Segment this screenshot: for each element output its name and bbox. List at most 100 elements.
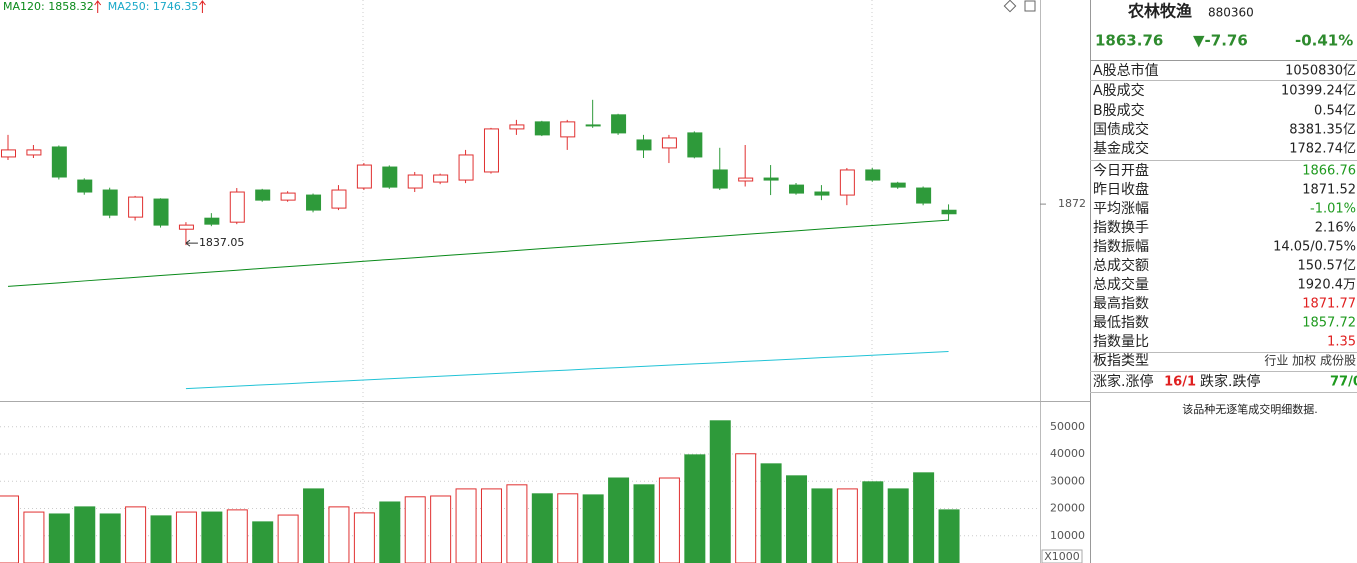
row-label: 指数振幅 [1093, 239, 1149, 255]
candle-body [738, 177, 754, 182]
candle-body [433, 174, 449, 183]
volume-bar [175, 511, 197, 563]
panel-code: 880360 [1208, 6, 1254, 20]
volume-bar [633, 484, 655, 563]
candle-body [763, 177, 779, 181]
row-label: 总成交额 [1093, 257, 1149, 274]
volume-bar [303, 488, 325, 563]
volume-bar [353, 512, 375, 563]
y-tick-label: 10000 [1050, 529, 1085, 542]
row-value: 150.57亿 [1298, 259, 1357, 274]
annotation: 1837.05 [199, 236, 245, 249]
row-value: 1.35 [1327, 335, 1356, 350]
y-tick-label: 30000 [1050, 474, 1085, 487]
volume-bar [786, 475, 808, 563]
icon[interactable] [1024, 0, 1036, 12]
y-tick-label: 20000 [1050, 502, 1085, 515]
row-label: A股总市值 [1093, 62, 1159, 79]
row-value: 1857.72 [1302, 316, 1356, 331]
volume-bar [531, 493, 553, 563]
candle-body [458, 154, 474, 181]
candle-body [839, 169, 855, 196]
candle-body [331, 189, 347, 209]
volume-bar [836, 488, 858, 563]
legend-arrow [199, 0, 206, 13]
row-label: 今日开盘 [1093, 162, 1149, 179]
panel-note: 该品种无逐笔成交明细数据. [1182, 402, 1318, 416]
volume-bar [125, 506, 147, 563]
volume-bar [379, 501, 401, 563]
candle-body [712, 169, 728, 189]
row-label: 指数换手 [1093, 219, 1149, 236]
quote: ▼-7.76 [1193, 32, 1248, 50]
candle-body [382, 166, 398, 188]
candle-body [128, 196, 144, 218]
candle-body [1, 149, 16, 158]
legend-arrow [94, 0, 102, 13]
row-label: 平均涨幅 [1093, 201, 1149, 217]
row-value: 1871.77 [1302, 297, 1356, 312]
row-value: 1782.74亿 [1289, 142, 1356, 157]
candle-body [611, 114, 627, 134]
volume-bar [913, 472, 935, 563]
ma-line [7, 219, 949, 287]
candle-body [661, 137, 677, 149]
panel-title: 农林牧渔 [1127, 2, 1192, 21]
candle-body [814, 191, 830, 196]
row-value: 1920.4万 [1298, 278, 1357, 293]
row-label: 昨日收盘 [1093, 181, 1149, 198]
y-tick-label: 50000 [1050, 420, 1085, 433]
icon[interactable] [1003, 0, 1017, 13]
row-value: 0.54亿 [1314, 104, 1356, 119]
candle-body [483, 128, 499, 173]
legend-label: MA250: 1746.35 [108, 0, 199, 13]
volume-bar [938, 509, 960, 563]
volume-bar [201, 511, 223, 563]
candle-body [560, 121, 576, 138]
candle-body [255, 189, 271, 201]
row-label: B股成交 [1093, 102, 1145, 119]
candle-body [585, 124, 601, 127]
candle-body [204, 217, 220, 225]
candle-body [26, 149, 42, 156]
row-label: 板指类型 [1093, 353, 1149, 369]
candle-body [306, 194, 322, 211]
volume-bar [658, 477, 680, 563]
volume-bar [709, 420, 731, 563]
breadth: 77/0 [1330, 375, 1357, 390]
legend-label: MA120: 1858.32 [3, 0, 94, 13]
candle-body [102, 189, 118, 216]
candle-body [280, 192, 296, 201]
quote: 1863.76 [1095, 32, 1163, 50]
row-label: 最低指数 [1093, 315, 1149, 331]
row-label: 国债成交 [1093, 121, 1149, 138]
volume-bar [404, 496, 426, 563]
volume-bar [430, 495, 452, 563]
volume-bar [48, 513, 70, 563]
unit-box [1041, 549, 1083, 563]
volume-bar [608, 477, 630, 563]
candle-body [890, 182, 906, 188]
row-label: 最高指数 [1093, 295, 1149, 312]
volume-bar [582, 494, 604, 563]
row-label: 总成交量 [1093, 276, 1149, 293]
candle-body [229, 191, 245, 223]
candle-body [77, 179, 93, 193]
volume-bar [0, 495, 19, 563]
candle-body [178, 224, 194, 230]
breadth: 涨家.涨停 [1093, 373, 1153, 390]
candle-body [687, 132, 703, 158]
volume-bar [684, 454, 706, 563]
quote: -0.41% [1295, 32, 1353, 50]
candle-body [407, 174, 423, 189]
volume-bar [252, 521, 274, 563]
volume-bar [887, 488, 909, 563]
row-value: -1.01% [1310, 202, 1356, 217]
breadth: 16/1 [1164, 375, 1196, 390]
candle-body [941, 209, 957, 215]
volume-bar [735, 453, 757, 563]
candle-body [356, 164, 372, 189]
row-value: 1871.52 [1302, 183, 1356, 198]
row-value: 行业 加权 成份股 [1264, 354, 1356, 368]
